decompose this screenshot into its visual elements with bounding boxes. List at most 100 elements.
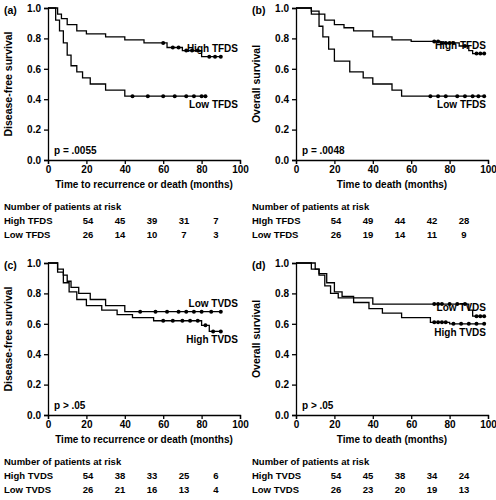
risk-count: 38 xyxy=(395,470,406,481)
y-tick-label: 0.6 xyxy=(275,319,289,330)
censor-mark xyxy=(184,310,188,314)
x-tick-label: 40 xyxy=(120,164,132,175)
risk-count: 10 xyxy=(147,229,158,240)
risk-count: 26 xyxy=(331,484,342,495)
censor-mark xyxy=(444,320,448,324)
y-tick: 0.6 xyxy=(27,319,48,330)
y-tick-label: 0.6 xyxy=(275,64,289,75)
censor-mark xyxy=(177,46,181,50)
y-tick-mark xyxy=(44,354,48,355)
risk-row-name: High TVDS xyxy=(4,470,53,481)
x-tick: 0 xyxy=(46,160,52,175)
x-axis: 020406080100 xyxy=(46,160,250,175)
x-axis-line xyxy=(297,416,489,420)
risk-count: 26 xyxy=(83,229,94,240)
risk-count: 19 xyxy=(363,229,374,240)
panel: 0204060801000.00.20.40.60.81.0Time to re… xyxy=(2,258,249,495)
x-tick-label: 80 xyxy=(445,164,457,175)
risk-table-title: Number of patients at risk xyxy=(252,201,370,212)
x-tick: 0 xyxy=(294,160,300,175)
y-tick-mark xyxy=(292,69,296,70)
series-label: High TVDS xyxy=(186,334,238,345)
x-tick-label: 80 xyxy=(197,164,209,175)
annotation: p = .0048 xyxy=(302,145,345,156)
x-tick: 40 xyxy=(120,160,132,175)
risk-count: 26 xyxy=(331,229,342,240)
risk-count: 13 xyxy=(459,484,470,495)
y-tick-mark xyxy=(44,384,48,385)
censor-mark xyxy=(474,314,478,318)
y-tick: 0.8 xyxy=(275,33,296,44)
y-tick-mark xyxy=(44,293,48,294)
x-tick: 20 xyxy=(81,415,93,430)
censor-mark xyxy=(138,310,142,314)
x-axis-title: Time to death (months) xyxy=(337,434,447,445)
censor-mark xyxy=(196,319,200,323)
y-tick: 1.0 xyxy=(275,258,296,269)
risk-count: 14 xyxy=(115,229,126,240)
risk-table-title: Number of patients at risk xyxy=(4,201,122,212)
censor-mark xyxy=(478,52,482,56)
panel-label: (a) xyxy=(4,4,17,16)
y-tick: 0.4 xyxy=(275,94,296,105)
risk-row-name: Low TFDS xyxy=(4,229,50,240)
annotation: p = .0055 xyxy=(54,145,97,156)
risk-row-name: High TVDS xyxy=(252,470,301,481)
censor-mark xyxy=(173,94,177,98)
y-tick: 0.2 xyxy=(27,124,48,135)
y-tick-mark xyxy=(44,324,48,325)
risk-count: 6 xyxy=(213,470,218,481)
y-tick: 0.0 xyxy=(275,155,296,166)
y-tick-label: 0.2 xyxy=(27,124,41,135)
x-tick-label: 40 xyxy=(368,419,380,430)
survival-curve xyxy=(48,8,205,96)
y-tick: 0.2 xyxy=(275,379,296,390)
risk-count: 49 xyxy=(363,215,374,226)
y-tick-label: 0.4 xyxy=(27,349,41,360)
x-tick: 40 xyxy=(368,160,380,175)
censor-mark xyxy=(171,46,175,50)
y-tick-mark xyxy=(292,129,296,130)
risk-count: 26 xyxy=(83,484,94,495)
y-tick-mark xyxy=(44,38,48,39)
y-tick-mark xyxy=(292,8,296,9)
y-axis-line xyxy=(44,264,49,416)
x-tick-label: 60 xyxy=(158,164,170,175)
risk-table: Number of patients at riskHigh TVDS54383… xyxy=(4,456,219,495)
x-tick-label: 100 xyxy=(480,164,496,175)
censor-mark xyxy=(440,320,444,324)
x-tick: 40 xyxy=(368,415,380,430)
risk-count: 28 xyxy=(459,215,470,226)
x-tick-label: 80 xyxy=(197,419,209,430)
survival-curve xyxy=(296,8,484,96)
risk-count: 19 xyxy=(427,484,438,495)
panel: 0204060801000.00.20.40.60.81.0Time to re… xyxy=(2,3,249,240)
x-axis-line xyxy=(49,416,241,420)
y-axis: 0.00.20.40.60.81.0 xyxy=(27,258,48,421)
censor-mark xyxy=(219,329,223,333)
y-tick-label: 0.8 xyxy=(27,33,41,44)
panel: 0204060801000.00.20.40.60.81.0Time to de… xyxy=(250,258,496,495)
censor-mark xyxy=(180,319,184,323)
risk-count: 33 xyxy=(147,470,158,481)
censor-mark xyxy=(428,94,432,98)
survival-curve xyxy=(296,263,484,324)
panel-label: (c) xyxy=(4,259,17,271)
figure: 0204060801000.00.20.40.60.81.0Time to re… xyxy=(0,0,496,500)
x-tick-label: 80 xyxy=(445,419,457,430)
y-tick: 0.2 xyxy=(275,124,296,135)
x-axis-title: Time to recurrence or death (months) xyxy=(55,434,233,445)
x-tick: 20 xyxy=(329,160,341,175)
x-tick-label: 40 xyxy=(368,164,380,175)
series-label: High TVDS xyxy=(434,327,486,338)
y-tick-label: 0.4 xyxy=(275,94,289,105)
censor-mark xyxy=(146,94,150,98)
x-tick-label: 0 xyxy=(294,164,300,175)
x-tick-label: 20 xyxy=(81,419,93,430)
x-tick: 60 xyxy=(158,160,170,175)
risk-count: 31 xyxy=(179,215,190,226)
y-tick-mark xyxy=(44,99,48,100)
risk-table: Number of patients at riskHigh TFDS54453… xyxy=(4,201,219,240)
series-label: Low TFDS xyxy=(437,99,486,110)
y-tick: 0.8 xyxy=(27,288,48,299)
